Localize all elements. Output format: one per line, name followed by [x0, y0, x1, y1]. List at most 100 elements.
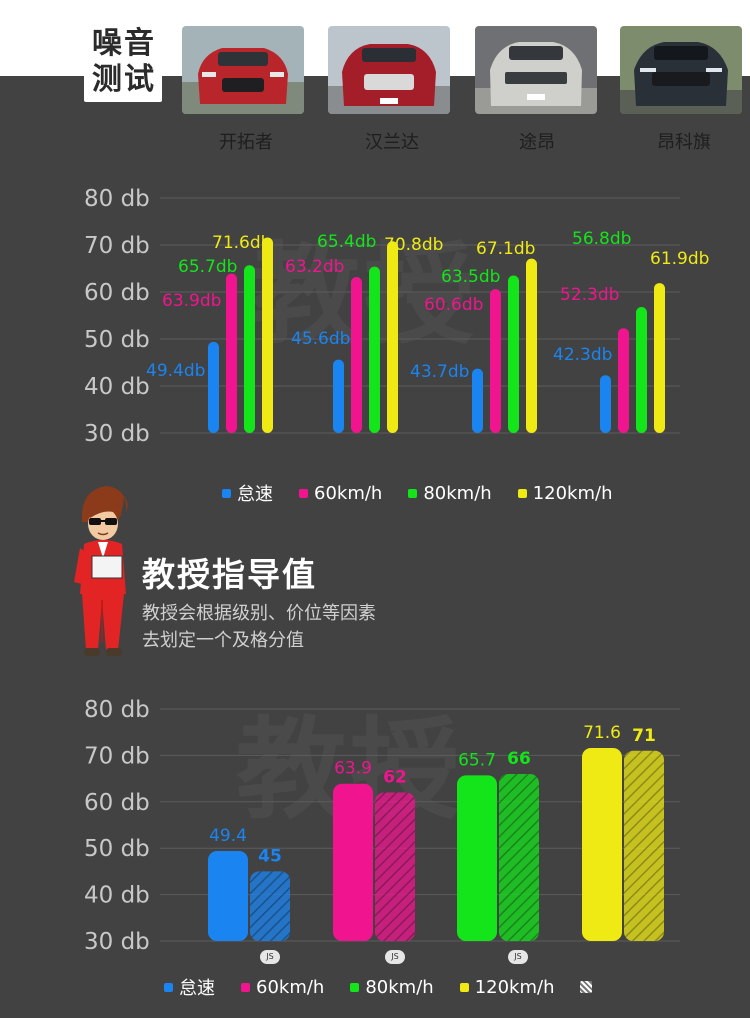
legend-top: 怠速 60km/h 80km/h 120km/h — [222, 480, 638, 506]
legend-dot-60 — [299, 488, 308, 498]
bar-2-2 — [351, 276, 362, 433]
legend-dot-120 — [517, 488, 527, 498]
bar-4-2 — [618, 328, 629, 433]
y-tick-label: 30 db — [84, 421, 150, 447]
bar-1-2 — [226, 273, 237, 433]
y-tick-label-2: 60 db — [84, 790, 150, 816]
data-label-2-4: 70.8db — [384, 235, 443, 255]
bar-4-1 — [600, 375, 611, 433]
guide-label-3-1: 65.7 — [458, 750, 496, 770]
legend2-item-guide — [580, 981, 593, 993]
y-tick-label-2: 50 db — [84, 836, 150, 862]
y-tick-label-2: 30 db — [84, 929, 150, 955]
y-tick-label: 70 db — [84, 233, 150, 259]
data-label-4-4: 61.9db — [650, 249, 709, 269]
guide-bar-3-1 — [457, 775, 497, 941]
guide-bar-2-2 — [375, 792, 415, 941]
bar-2-3 — [369, 266, 380, 433]
data-label-3-4: 67.1db — [476, 239, 535, 259]
car-name-2: 汉兰达 — [365, 132, 419, 153]
legend2-dot-60 — [241, 982, 250, 992]
data-label-1-1: 49.4db — [146, 361, 205, 381]
legend-item-60: 60km/h — [299, 483, 382, 504]
js-badge-2: JS — [385, 950, 405, 964]
js-badge-3: JS — [508, 950, 528, 964]
bar-1-4 — [262, 237, 273, 433]
bar-2-4 — [387, 241, 398, 433]
guide-label-2-2: 62 — [383, 768, 407, 788]
y-tick-label: 40 db — [84, 374, 150, 400]
car-photo-kaituozhe — [182, 26, 304, 114]
legend2-dot-80 — [350, 982, 360, 992]
legend2-dot-120 — [459, 982, 469, 992]
legend2-item-60: 60km/h — [241, 977, 324, 998]
y-tick-label-2: 80 db — [84, 697, 150, 723]
data-label-3-3: 63.5db — [441, 267, 500, 287]
car-photo-hanlanda — [328, 26, 450, 114]
data-label-4-2: 52.3db — [560, 285, 619, 305]
legend2-item-120: 120km/h — [459, 976, 555, 998]
guide-desc-line-2: 去划定一个及格分值 — [142, 630, 304, 651]
legend-bottom: 怠速 60km/h 80km/h 120km/h — [164, 974, 618, 1000]
bar-4-4 — [654, 283, 665, 433]
car-kaituozhe-icon — [182, 26, 304, 114]
bar-1-1 — [208, 341, 219, 433]
data-label-3-2: 60.6db — [424, 295, 483, 315]
legend-dot-80 — [408, 488, 418, 498]
legend-label-idle: 怠速 — [237, 484, 273, 505]
guide-label-4-1: 71.6 — [583, 723, 621, 743]
legend-label-120: 120km/h — [532, 482, 613, 504]
legend2-dot-idle — [164, 982, 173, 992]
guide-label-1-2: 45 — [258, 846, 282, 866]
y-tick-label: 60 db — [84, 280, 150, 306]
bar-3-1 — [472, 368, 483, 433]
bar-2-1 — [333, 359, 344, 433]
guide-title: 教授指导值 — [142, 555, 317, 594]
y-tick-label: 50 db — [84, 327, 150, 353]
bar-3-3 — [508, 275, 519, 433]
data-label-2-3: 65.4db — [317, 232, 376, 252]
bar-4-3 — [636, 307, 647, 433]
guide-label-3-2: 66 — [507, 749, 531, 769]
car-photo-tuang — [475, 26, 597, 114]
car-hanlanda-icon — [328, 26, 450, 114]
data-label-2-1: 45.6db — [291, 329, 350, 349]
guide-bar-4-1 — [582, 747, 622, 941]
js-badge-1: JS — [260, 950, 280, 964]
guide-bar-4-2 — [624, 750, 664, 941]
legend-label-80: 80km/h — [423, 482, 492, 504]
legend-item-idle: 怠速 — [222, 480, 273, 506]
car-photo-angkeqi — [620, 26, 742, 114]
page-title: 噪音 测试 — [88, 26, 160, 98]
data-label-3-1: 43.7db — [410, 362, 469, 382]
guide-label-2-1: 63.9 — [334, 759, 372, 779]
title-line-1: 噪音 — [92, 26, 156, 61]
y-tick-label-2: 70 db — [84, 743, 150, 769]
data-label-2-2: 63.2db — [285, 257, 344, 277]
car-name-1: 开拓者 — [219, 132, 273, 153]
legend2-label-120: 120km/h — [474, 976, 555, 998]
bar-3-2 — [490, 289, 501, 433]
guide-label-4-2: 71 — [632, 726, 656, 746]
guide-description: 教授会根据级别、价位等因素 去划定一个及格分值 — [142, 600, 376, 654]
guide-bar-3-2 — [499, 773, 539, 941]
y-tick-label-2: 40 db — [84, 883, 150, 909]
data-label-4-3: 56.8db — [572, 229, 631, 249]
bar-1-3 — [244, 265, 255, 433]
data-label-1-4: 71.6db — [212, 233, 271, 253]
legend2-label-60: 60km/h — [256, 976, 325, 998]
y-tick-label: 80 db — [84, 186, 150, 212]
legend2-label-idle: 怠速 — [179, 978, 215, 999]
guide-label-1-1: 49.4 — [209, 826, 247, 846]
legend2-item-80: 80km/h — [350, 977, 434, 998]
car-name-3: 途昂 — [519, 132, 555, 153]
legend-dot-idle — [222, 488, 231, 498]
professor-mascot-icon — [74, 486, 128, 656]
legend2-hatch-icon — [580, 981, 593, 993]
legend2-item-idle: 怠速 — [164, 974, 215, 1000]
data-label-4-1: 42.3db — [553, 345, 612, 365]
car-tuang-icon — [475, 26, 597, 114]
legend-item-80: 80km/h — [408, 482, 492, 504]
legend-item-120: 120km/h — [517, 482, 613, 504]
car-name-4: 昂科旗 — [657, 132, 711, 153]
